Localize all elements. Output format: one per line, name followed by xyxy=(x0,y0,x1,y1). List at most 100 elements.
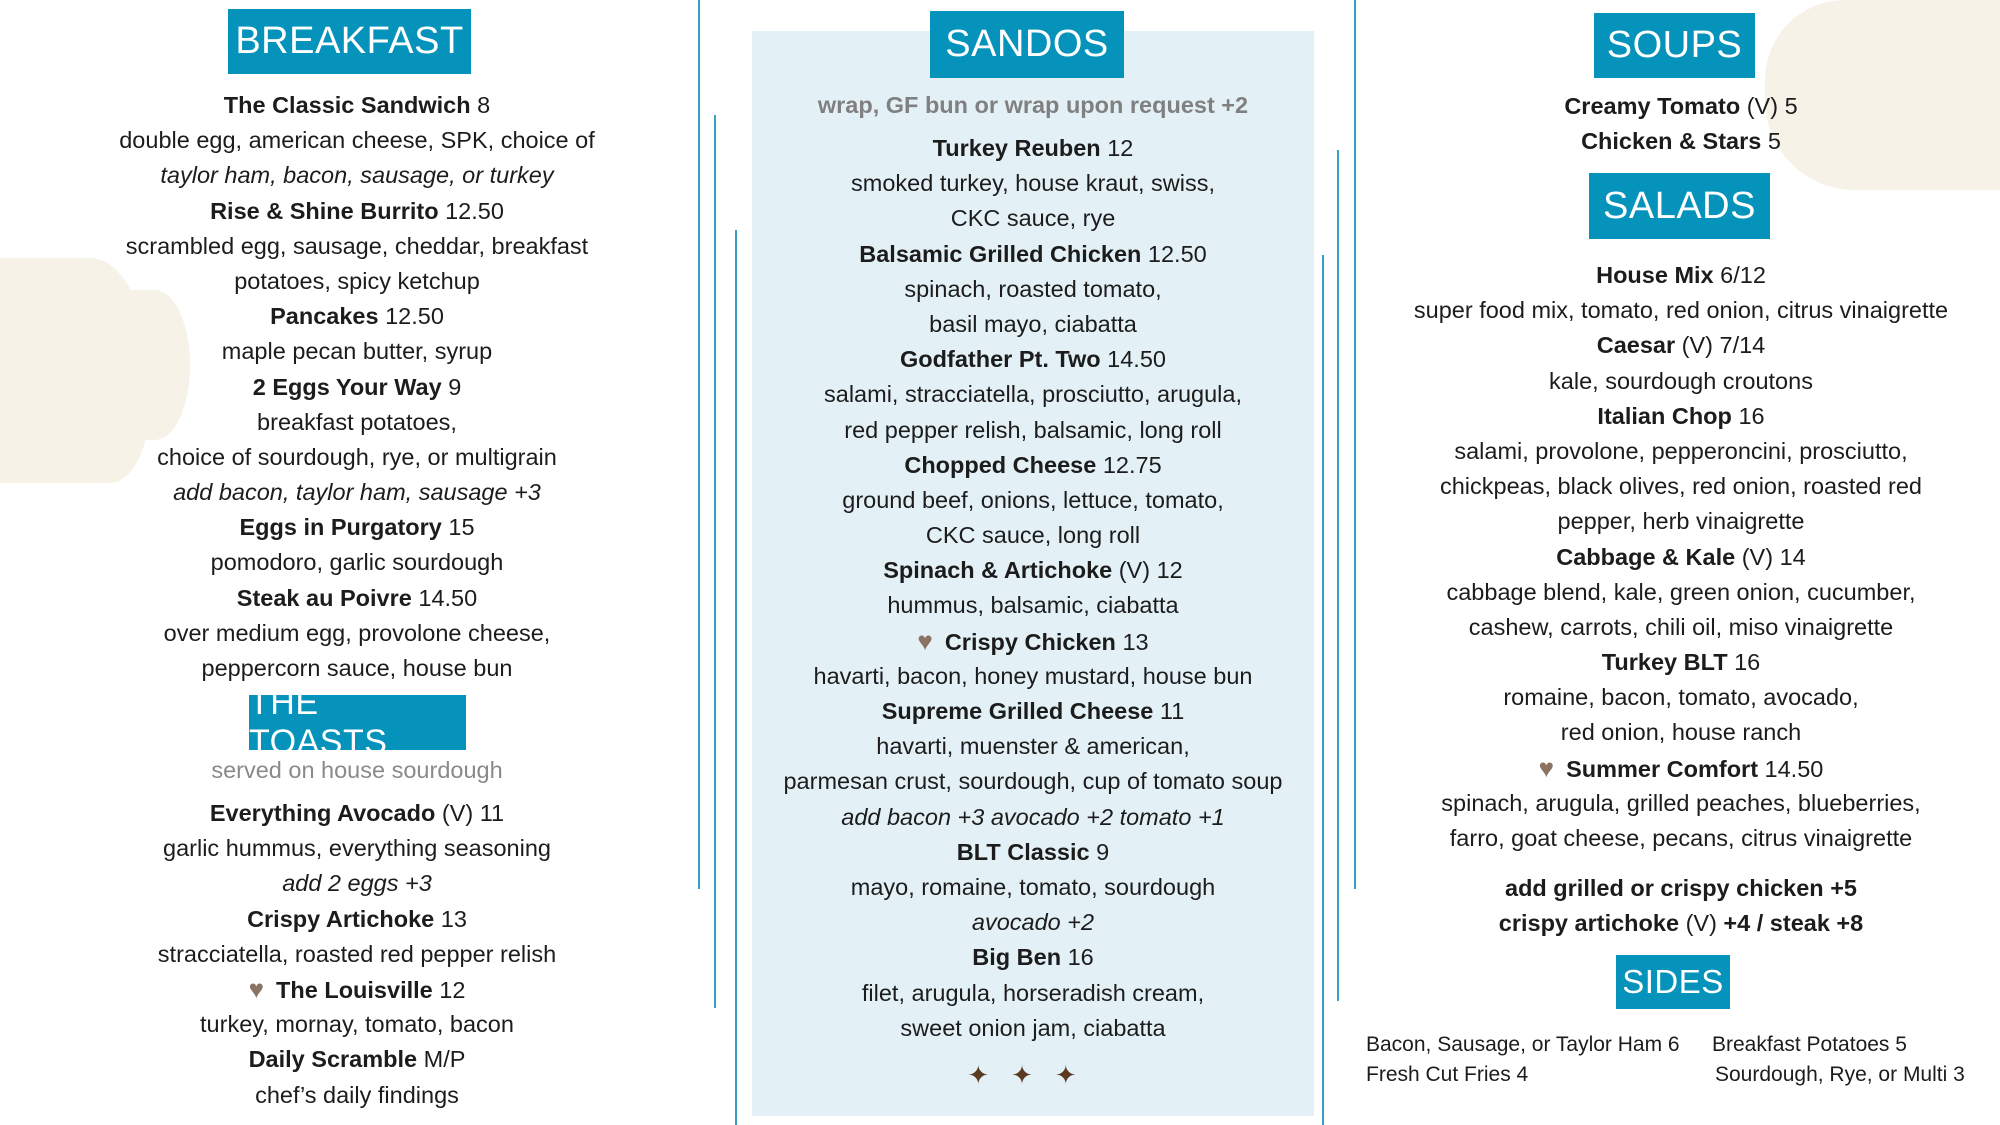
item-name: 2 Eggs Your Way xyxy=(252,373,442,400)
description-text: double egg, american cheese, SPK, choice… xyxy=(119,127,595,154)
decorative-stars-icon: ✦✦✦ xyxy=(967,1060,1099,1090)
item-name: Godfather Pt. Two xyxy=(900,346,1101,373)
description-text: red pepper relish, balsamic, long roll xyxy=(844,416,1222,443)
menu-item: Turkey Reuben 12 xyxy=(752,131,1314,166)
item-price: 9 xyxy=(448,373,462,400)
menu-item-description: havarti, muenster & american, xyxy=(752,729,1314,764)
menu-item: Supreme Grilled Cheese 11 xyxy=(752,694,1314,729)
sandos-subtitle: wrap, GF bun or wrap upon request +2 xyxy=(817,92,1249,118)
menu-item: BLT Classic 9 xyxy=(752,835,1314,870)
description-text: CKC sauce, rye xyxy=(950,205,1116,232)
item-name: Crispy Chicken xyxy=(944,628,1116,655)
heart-icon: ♥ xyxy=(917,625,933,656)
menu-item-description: breakfast potatoes, xyxy=(57,405,657,440)
divider-line xyxy=(1354,0,1356,889)
menu-item-description: romaine, bacon, tomato, avocado, xyxy=(1381,680,1981,715)
toasts-list: Everything Avocado (V) 11 garlic hummus, … xyxy=(57,796,657,1113)
item-price: 9 xyxy=(1096,838,1110,865)
item-price: 12 xyxy=(1107,135,1134,161)
description-text: over medium egg, provolone cheese, xyxy=(163,619,551,646)
vegetarian-tag: (V) xyxy=(1741,543,1774,570)
item-name: Chopped Cheese xyxy=(904,451,1097,478)
menu-item-description: smoked turkey, house kraut, swiss, xyxy=(752,166,1314,201)
item-price: 13 xyxy=(1122,628,1149,655)
item-name: Creamy Tomato xyxy=(1564,93,1741,119)
menu-item-description: cabbage blend, kale, green onion, cucumb… xyxy=(1381,575,1981,610)
menu-item-description: red pepper relish, balsamic, long roll xyxy=(752,413,1314,448)
menu-item: Creamy Tomato (V) 5 xyxy=(1381,89,1981,124)
menu-item-description: avocado +2 xyxy=(752,905,1314,940)
item-name: Eggs in Purgatory xyxy=(239,514,442,541)
menu-item-description: garlic hummus, everything seasoning xyxy=(57,831,657,866)
salads-list: House Mix 6/12 super food mix, tomato, re… xyxy=(1381,258,1981,856)
description-text: add bacon +3 avocado +2 tomato +1 xyxy=(841,803,1225,830)
description-text: avocado +2 xyxy=(971,909,1095,936)
description-text: mayo, romaine, tomato, sourdough xyxy=(850,873,1216,900)
menu-item-description: maple pecan butter, syrup xyxy=(57,334,657,369)
menu-item: Eggs in Purgatory 15 xyxy=(57,510,657,545)
menu-item-description: add bacon, taylor ham, sausage +3 xyxy=(57,475,657,510)
sandos-panel xyxy=(752,31,1314,1116)
menu-item-description: parmesan crust, sourdough, cup of tomato… xyxy=(752,764,1314,799)
brush-stroke-right xyxy=(1765,0,2000,190)
item-price: +4 / steak +8 xyxy=(1723,910,1864,937)
divider-line xyxy=(714,115,716,1008)
menu-item-description: pomodoro, garlic sourdough xyxy=(57,545,657,580)
side-item: Sourdough, Rye, or Multi 3 xyxy=(1715,1063,1965,1086)
description-text: farro, goat cheese, pecans, citrus vinai… xyxy=(1449,825,1913,851)
divider-line xyxy=(735,230,737,1125)
item-name: Spinach & Artichoke xyxy=(883,557,1113,584)
item-price: 11 xyxy=(479,800,505,826)
description-text: super food mix, tomato, red onion, citru… xyxy=(1413,297,1949,324)
description-text: spinach, arugula, grilled peaches, blueb… xyxy=(1441,789,1921,816)
item-price: 14 xyxy=(1779,543,1806,570)
menu-item: Pancakes 12.50 xyxy=(57,299,657,334)
item-name: House Mix xyxy=(1596,262,1714,288)
description-text: pomodoro, garlic sourdough xyxy=(210,549,504,576)
menu-item-description: double egg, american cheese, SPK, choice… xyxy=(57,123,657,158)
item-name: Caesar xyxy=(1596,332,1676,359)
vegetarian-tag: (V) xyxy=(1685,910,1717,937)
description-text: salami, provolone, pepperoncini, prosciu… xyxy=(1454,437,1908,464)
item-name: Supreme Grilled Cheese xyxy=(881,698,1154,724)
item-name: Summer Comfort xyxy=(1566,755,1759,782)
item-name: Daily Scramble xyxy=(248,1046,418,1073)
item-price: 16 xyxy=(1734,649,1761,676)
item-price: 15 xyxy=(448,514,475,541)
description-text: potatoes, spicy ketchup xyxy=(234,267,480,294)
menu-item-description: super food mix, tomato, red onion, citru… xyxy=(1381,293,1981,328)
description-text: romaine, bacon, tomato, avocado, xyxy=(1503,684,1859,711)
toasts-subtitle: served on house sourdough xyxy=(211,757,503,783)
sandos-list: Turkey Reuben 12 smoked turkey, house kra… xyxy=(752,131,1314,1046)
menu-item: Spinach & Artichoke (V) 12 xyxy=(752,553,1314,588)
menu-item-description: kale, sourdough croutons xyxy=(1381,364,1981,399)
item-name: Chicken & Stars xyxy=(1581,128,1762,155)
description-text: filet, arugula, horseradish cream, xyxy=(861,979,1205,1006)
item-name: add grilled or crispy chicken +5 xyxy=(1505,875,1857,901)
menu-item-description: over medium egg, provolone cheese, xyxy=(57,616,657,651)
description-text: spinach, roasted tomato, xyxy=(904,275,1162,302)
description-text: hummus, balsamic, ciabatta xyxy=(887,592,1179,619)
menu-item-description: hummus, balsamic, ciabatta xyxy=(752,588,1314,623)
menu-item-description: add bacon +3 avocado +2 tomato +1 xyxy=(752,800,1314,835)
item-price: 12 xyxy=(1156,557,1183,584)
menu-item: Steak au Poivre 14.50 xyxy=(57,581,657,616)
menu-item-description: spinach, arugula, grilled peaches, blueb… xyxy=(1381,786,1981,821)
item-price: 11 xyxy=(1159,698,1185,724)
menu-item-description: potatoes, spicy ketchup xyxy=(57,264,657,299)
item-price: 7/14 xyxy=(1719,332,1766,359)
item-name: Crispy Artichoke xyxy=(247,905,435,932)
description-text: peppercorn sauce, house bun xyxy=(201,655,513,681)
item-name: BLT Classic xyxy=(956,838,1090,865)
menu-item-description: peppercorn sauce, house bun xyxy=(57,651,657,686)
heart-icon: ♥ xyxy=(248,973,265,1004)
item-price: M/P xyxy=(423,1046,466,1073)
menu-item-description: filet, arugula, horseradish cream, xyxy=(752,976,1314,1011)
breakfast-list: The Classic Sandwich 8 double egg, americ… xyxy=(57,88,657,686)
description-text: red onion, house ranch xyxy=(1560,719,1802,746)
side-item: Breakfast Potatoes 5 xyxy=(1712,1033,1907,1056)
description-text: ground beef, onions, lettuce, tomato, xyxy=(842,486,1224,513)
menu-item: Daily Scramble M/P xyxy=(57,1042,657,1077)
description-text: chickpeas, black olives, red onion, roas… xyxy=(1439,473,1922,500)
menu-item: Godfather Pt. Two 14.50 xyxy=(752,342,1314,377)
